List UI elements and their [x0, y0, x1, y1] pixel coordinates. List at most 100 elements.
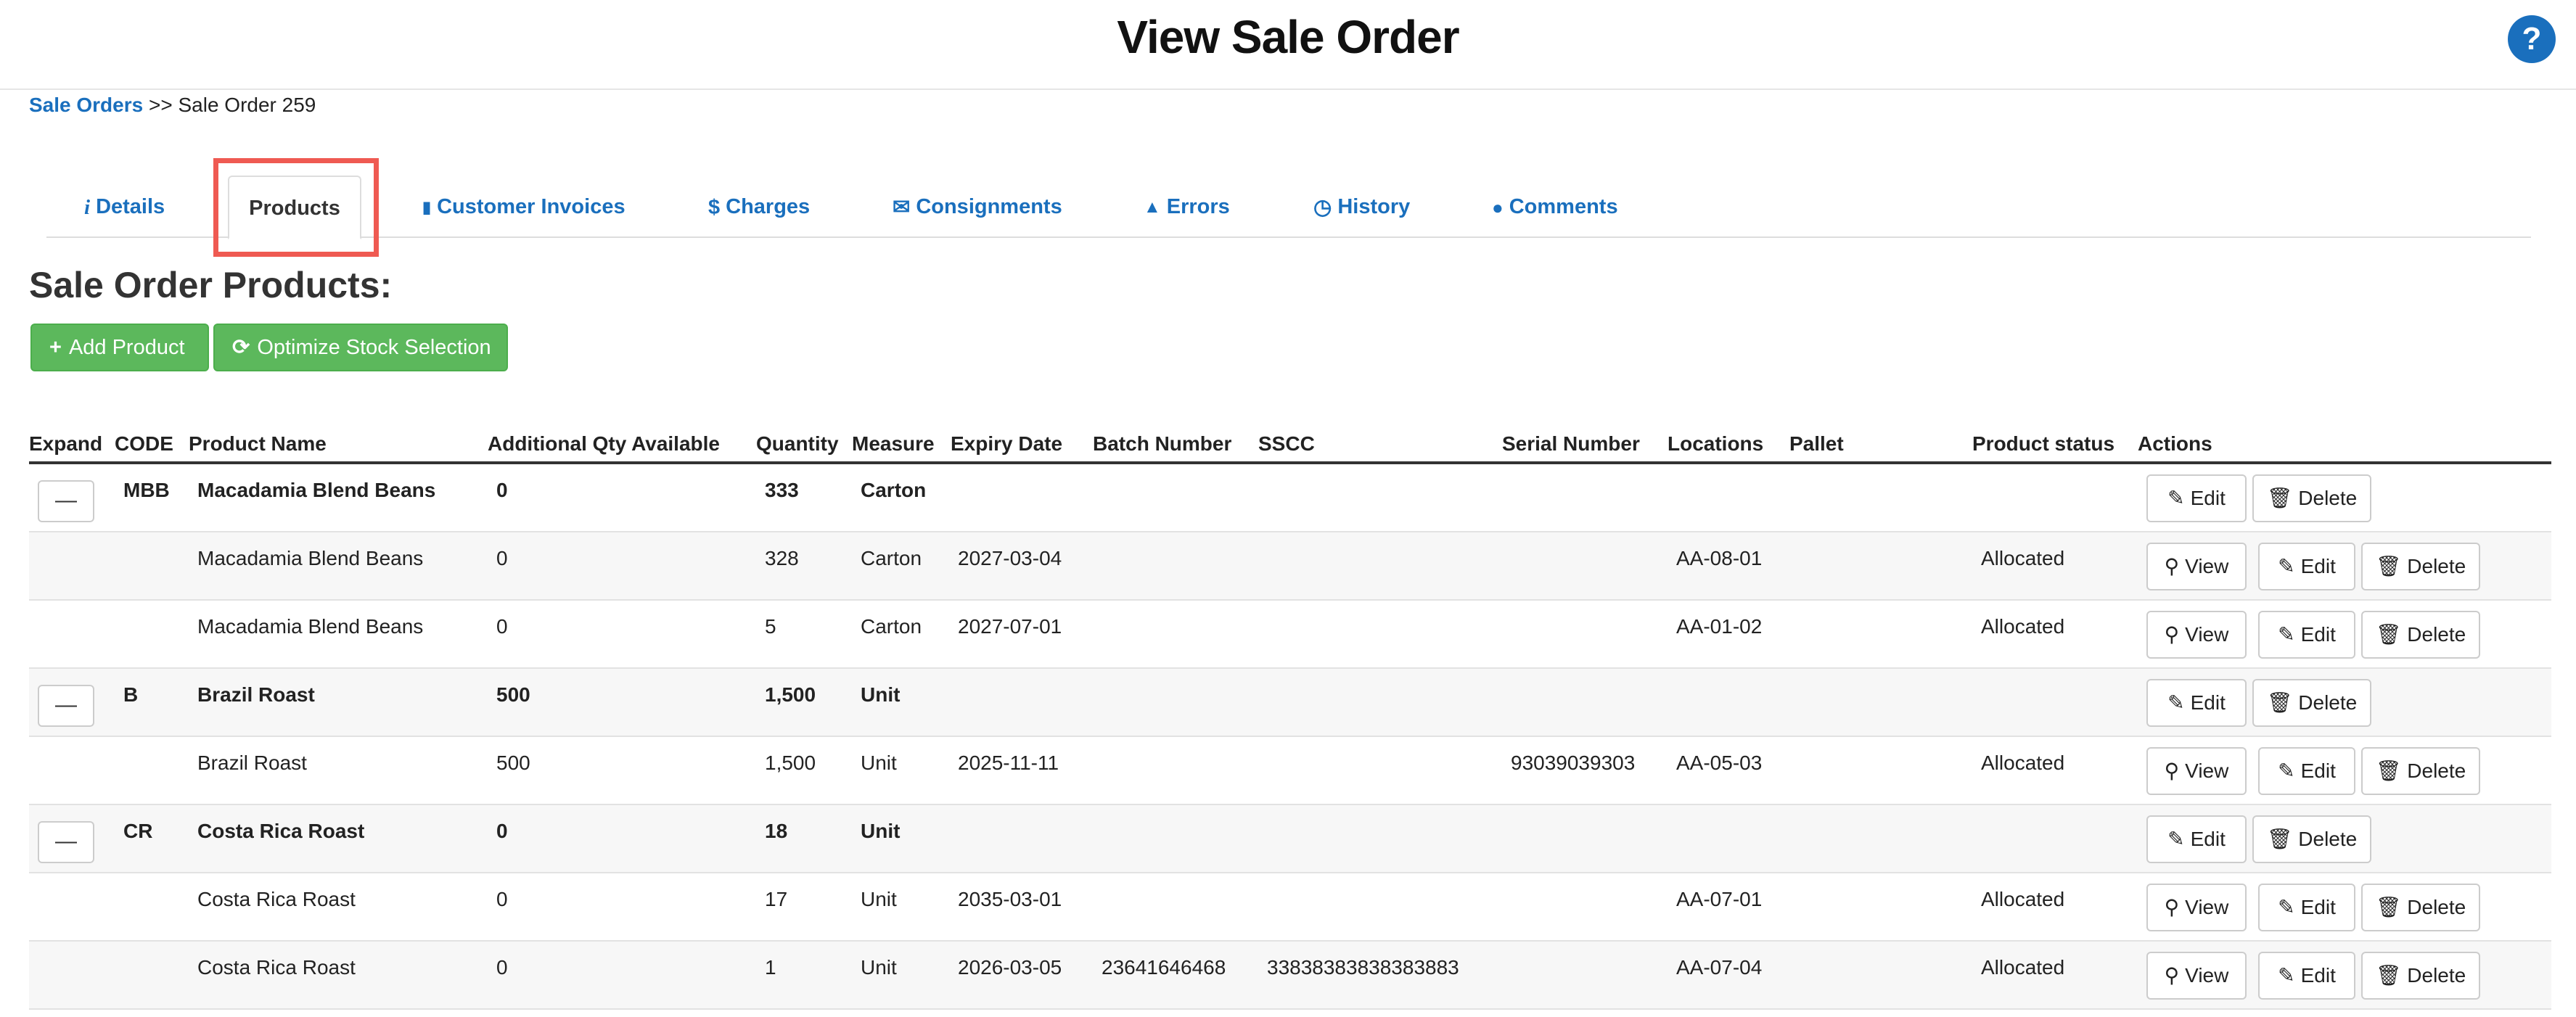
info-icon: i [84, 196, 91, 220]
collapse-row-button[interactable]: — [38, 685, 94, 727]
expiry-date-cell: 2025-11-11 [958, 752, 1059, 774]
trash-icon: 🗑 [2375, 759, 2402, 782]
collapse-row-button[interactable]: — [38, 821, 94, 863]
collapse-row-button[interactable]: — [38, 480, 94, 522]
edit-button[interactable]: ✎ Edit [2258, 952, 2355, 1000]
quantity-cell: 1 [765, 956, 776, 979]
tab-consignments[interactable]: ✉ Consignments [893, 176, 1062, 238]
page-header: View Sale Order ? [0, 0, 2576, 90]
breadcrumb-current: Sale Order 259 [178, 94, 316, 116]
product-status-cell: Allocated [1981, 752, 2065, 774]
serial-number-cell: 93039039303 [1511, 752, 1636, 774]
highlight-box [213, 158, 379, 257]
view-button-label: View [2185, 964, 2229, 987]
column-header-code: CODE [115, 432, 173, 455]
expiry-date-cell: 2027-07-01 [958, 615, 1062, 638]
tab-label: Comments [1509, 195, 1618, 218]
tab-bar: i Details Products ▮ Customer Invoices $ Ch… [46, 176, 2531, 239]
measure-cell: Unit [861, 956, 897, 979]
quantity-cell: 17 [765, 888, 788, 910]
optimize-stock-button[interactable]: ⟳ Optimize Stock Selection [213, 324, 508, 371]
add-product-button[interactable]: + Add Product [30, 324, 209, 371]
tab-products[interactable]: Products [228, 176, 361, 239]
tab-label: Products [249, 197, 340, 220]
code-cell: CR [123, 820, 153, 842]
view-button[interactable]: ⚲ View [2146, 543, 2247, 590]
pencil-icon: ✎ [2278, 623, 2295, 646]
trash-icon: 🗑 [2266, 691, 2293, 714]
edit-button[interactable]: ✎ Edit [2258, 747, 2355, 795]
product-name-cell: Macadamia Blend Beans [197, 547, 424, 569]
delete-button-label: Delete [2407, 759, 2466, 782]
measure-cell: Carton [861, 479, 927, 501]
delete-button-label: Delete [2298, 487, 2358, 509]
column-header-product-name: Product Name [189, 432, 327, 455]
quantity-cell: 1,500 [765, 683, 816, 706]
product-group-row: — B Brazil Roast 500 1,500 Unit ✎ Edit 🗑 Delete [29, 669, 2551, 737]
search-icon: ⚲ [2164, 623, 2180, 646]
view-button[interactable]: ⚲ View [2146, 747, 2247, 795]
edit-button[interactable]: ✎ Edit [2258, 543, 2355, 590]
delete-button[interactable]: 🗑 Delete [2361, 543, 2480, 590]
delete-button[interactable]: 🗑 Delete [2361, 611, 2480, 659]
delete-button[interactable]: 🗑 Delete [2252, 679, 2371, 727]
edit-button[interactable]: ✎ Edit [2146, 815, 2247, 863]
delete-button[interactable]: 🗑 Delete [2361, 747, 2480, 795]
column-header-locations: Locations [1668, 432, 1764, 455]
product-name-cell: Brazil Roast [197, 683, 315, 706]
column-header-expand: Expand [29, 432, 103, 455]
measure-cell: Unit [861, 683, 901, 706]
tab-charges[interactable]: $ Charges [708, 176, 810, 238]
edit-button[interactable]: ✎ Edit [2258, 611, 2355, 659]
view-button[interactable]: ⚲ View [2146, 611, 2247, 659]
quantity-cell: 5 [765, 615, 776, 638]
edit-button[interactable]: ✎ Edit [2146, 474, 2247, 522]
view-button[interactable]: ⚲ View [2146, 884, 2247, 931]
sscc-cell: 33838383838383883 [1267, 956, 1459, 979]
help-button[interactable]: ? [2508, 15, 2556, 63]
delete-button[interactable]: 🗑 Delete [2252, 815, 2371, 863]
product-name-cell: Costa Rica Roast [197, 888, 356, 910]
column-header-sscc: SSCC [1258, 432, 1315, 455]
delete-button-label: Delete [2298, 691, 2358, 714]
tab-label: Consignments [916, 195, 1062, 218]
column-header-product-status: Product status [1972, 432, 2115, 455]
breadcrumb-link-sale-orders[interactable]: Sale Orders [29, 94, 144, 116]
tab-history[interactable]: ◷ History [1313, 176, 1410, 238]
tab-errors[interactable]: ▲ Errors [1144, 176, 1230, 238]
edit-button-label: Edit [2190, 487, 2226, 509]
optimize-stock-label: Optimize Stock Selection [257, 336, 491, 359]
pencil-icon: ✎ [2167, 828, 2185, 850]
search-icon: ⚲ [2164, 759, 2180, 782]
delete-button[interactable]: 🗑 Delete [2252, 474, 2371, 522]
edit-button-label: Edit [2300, 964, 2336, 987]
pencil-icon: ✎ [2278, 759, 2295, 782]
additional-qty-cell: 500 [496, 752, 530, 774]
trash-icon: 🗑 [2266, 487, 2293, 509]
table-row: Costa Rica Roast 0 17 Unit 2035-03-01 AA-07-0… [29, 873, 2551, 942]
delete-button[interactable]: 🗑 Delete [2361, 884, 2480, 931]
delete-button[interactable]: 🗑 Delete [2361, 952, 2480, 1000]
location-cell: AA-08-01 [1676, 547, 1763, 569]
product-name-cell: Costa Rica Roast [197, 956, 356, 979]
product-status-cell: Allocated [1981, 615, 2065, 638]
view-button-label: View [2185, 896, 2229, 918]
view-button[interactable]: ⚲ View [2146, 952, 2247, 1000]
add-product-label: Add Product [68, 336, 185, 359]
tab-customer-invoices[interactable]: ▮ Customer Invoices [422, 176, 625, 238]
measure-cell: Carton [861, 547, 922, 569]
search-icon: ⚲ [2164, 896, 2180, 918]
code-cell: B [123, 683, 139, 706]
delete-button-label: Delete [2407, 555, 2466, 577]
edit-button[interactable]: ✎ Edit [2258, 884, 2355, 931]
product-name-cell: Macadamia Blend Beans [197, 479, 436, 501]
edit-button-label: Edit [2300, 623, 2336, 646]
product-group-row: — MBB Macadamia Blend Beans 0 333 Carton ✎ Edit… [29, 464, 2551, 532]
product-status-cell: Allocated [1981, 956, 2065, 979]
measure-cell: Unit [861, 752, 897, 774]
quantity-cell: 328 [765, 547, 799, 569]
tab-details[interactable]: i Details [84, 176, 165, 238]
tab-comments[interactable]: ● Comments [1492, 176, 1618, 238]
edit-button[interactable]: ✎ Edit [2146, 679, 2247, 727]
search-icon: ⚲ [2164, 555, 2180, 577]
